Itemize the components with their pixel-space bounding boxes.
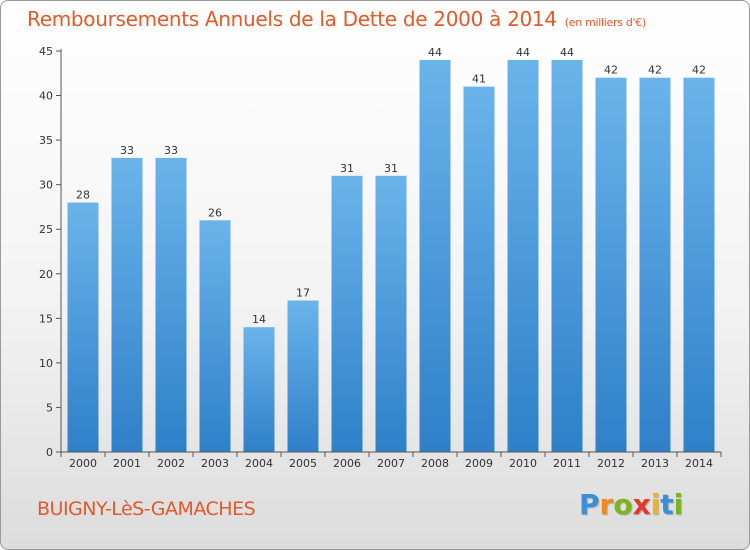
x-tick-label-2002: 2002: [157, 457, 185, 470]
x-tick-label-2014: 2014: [685, 457, 713, 470]
bar-2011: [551, 59, 583, 453]
x-tick-label-2003: 2003: [201, 457, 229, 470]
logo-letter: P: [579, 488, 600, 521]
y-tick-label: 35: [39, 134, 53, 147]
y-tick-label: 15: [39, 312, 53, 325]
logo-letter: o: [613, 488, 633, 521]
x-tick-label-2013: 2013: [641, 457, 669, 470]
y-tick-label: 20: [39, 268, 53, 281]
bar-2012: [595, 77, 627, 452]
value-label-2002: 33: [164, 144, 178, 157]
x-tick-label-2008: 2008: [421, 457, 449, 470]
x-tick-label-2001: 2001: [113, 457, 141, 470]
value-label-2001: 33: [120, 144, 134, 157]
bar-2008: [419, 59, 451, 453]
y-tick-label: 25: [39, 223, 53, 236]
value-label-2014: 42: [692, 64, 706, 77]
bar-2005: [287, 300, 319, 452]
x-tick-label-2000: 2000: [69, 457, 97, 470]
y-tick-label: 10: [39, 357, 53, 370]
x-tick-label-2007: 2007: [377, 457, 405, 470]
logo-letter: r: [599, 488, 614, 521]
logo-letter: t: [660, 488, 674, 521]
value-label-2013: 42: [648, 64, 662, 77]
value-label-2003: 26: [208, 206, 222, 219]
x-tick-label-2012: 2012: [597, 457, 625, 470]
x-tick-label-2009: 2009: [465, 457, 493, 470]
value-label-2011: 44: [560, 46, 574, 59]
value-label-2008: 44: [428, 46, 442, 59]
y-tick-label: 30: [39, 179, 53, 192]
bar-2009: [463, 86, 495, 452]
logo-letter: x: [632, 488, 651, 521]
value-label-2006: 31: [340, 162, 354, 175]
value-label-2000: 28: [76, 189, 90, 202]
chart-subtitle: (en milliers d'€): [564, 16, 646, 29]
x-tick-label-2011: 2011: [553, 457, 581, 470]
bar-2007: [375, 175, 407, 453]
bar-2013: [639, 77, 671, 452]
value-label-2005: 17: [296, 287, 310, 300]
logo-letter: i: [673, 488, 684, 521]
bar-2014: [683, 77, 715, 452]
chart-title: Remboursements Annuels de la Dette de 20…: [27, 7, 646, 31]
value-label-2010: 44: [516, 46, 530, 59]
bar-2010: [507, 59, 539, 453]
y-tick-label: 0: [46, 446, 53, 459]
bar-2003: [199, 220, 231, 452]
y-tick-label: 45: [39, 45, 53, 58]
value-label-2004: 14: [252, 313, 266, 326]
logo-letter: i: [650, 488, 661, 521]
x-tick-label-2004: 2004: [245, 457, 273, 470]
value-label-2007: 31: [384, 162, 398, 175]
y-tick-label: 40: [39, 90, 53, 103]
bar-2002: [155, 157, 187, 452]
x-tick-label-2005: 2005: [289, 457, 317, 470]
bar-2001: [111, 157, 143, 452]
value-label-2009: 41: [472, 73, 486, 86]
proxiti-logo: Proxiti: [579, 488, 683, 521]
x-tick-label-2010: 2010: [509, 457, 537, 470]
bar-2004: [243, 327, 275, 452]
city-name: BUIGNY-LèS-GAMACHES: [37, 498, 256, 520]
y-tick-label: 5: [46, 401, 53, 414]
x-tick-label-2006: 2006: [333, 457, 361, 470]
chart-title-text: Remboursements Annuels de la Dette de 20…: [27, 7, 557, 31]
bar-2006: [331, 175, 363, 453]
value-label-2012: 42: [604, 64, 618, 77]
bar-2000: [67, 202, 99, 452]
